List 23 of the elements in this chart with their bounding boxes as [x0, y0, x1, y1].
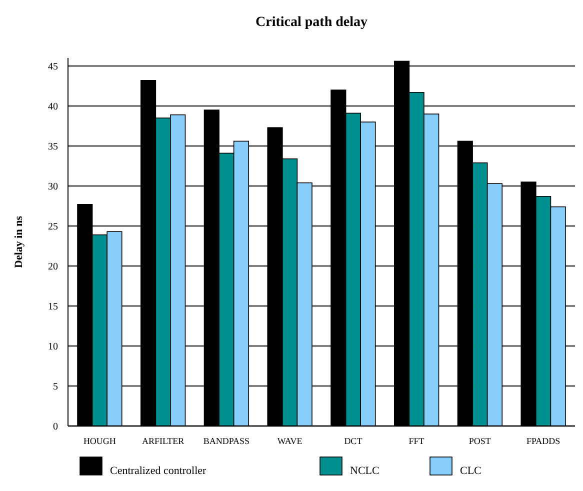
y-tick-label: 15: [48, 302, 58, 312]
y-axis-title: Delay in ns: [13, 215, 25, 268]
y-tick-label: 0: [53, 422, 58, 432]
y-tick-label: 35: [48, 142, 58, 152]
y-tick-label: 40: [48, 102, 58, 112]
y-tick-label: 25: [48, 222, 58, 232]
legend-label: CLC: [460, 465, 482, 477]
x-tick-label: ARFILTER: [142, 436, 184, 446]
y-tick-label: 10: [48, 342, 58, 352]
x-tick-label: DCT: [344, 436, 363, 446]
y-tick-label: 5: [53, 382, 58, 392]
x-tick-label: BANDPASS: [203, 436, 250, 446]
x-tick-label: FFT: [408, 436, 425, 446]
x-tick-label: FPADDS: [526, 436, 560, 446]
legend-label: NCLC: [350, 465, 380, 477]
x-tick-label: HOUGH: [83, 436, 116, 446]
legend-label: Centralized controller: [110, 465, 207, 477]
x-tick-label: POST: [468, 436, 492, 446]
y-tick-label: 20: [48, 262, 58, 272]
chart-title: Critical path delay: [256, 15, 368, 30]
x-tick-label: WAVE: [277, 436, 303, 446]
y-tick-label: 45: [48, 62, 58, 72]
y-tick-label: 30: [48, 182, 58, 192]
